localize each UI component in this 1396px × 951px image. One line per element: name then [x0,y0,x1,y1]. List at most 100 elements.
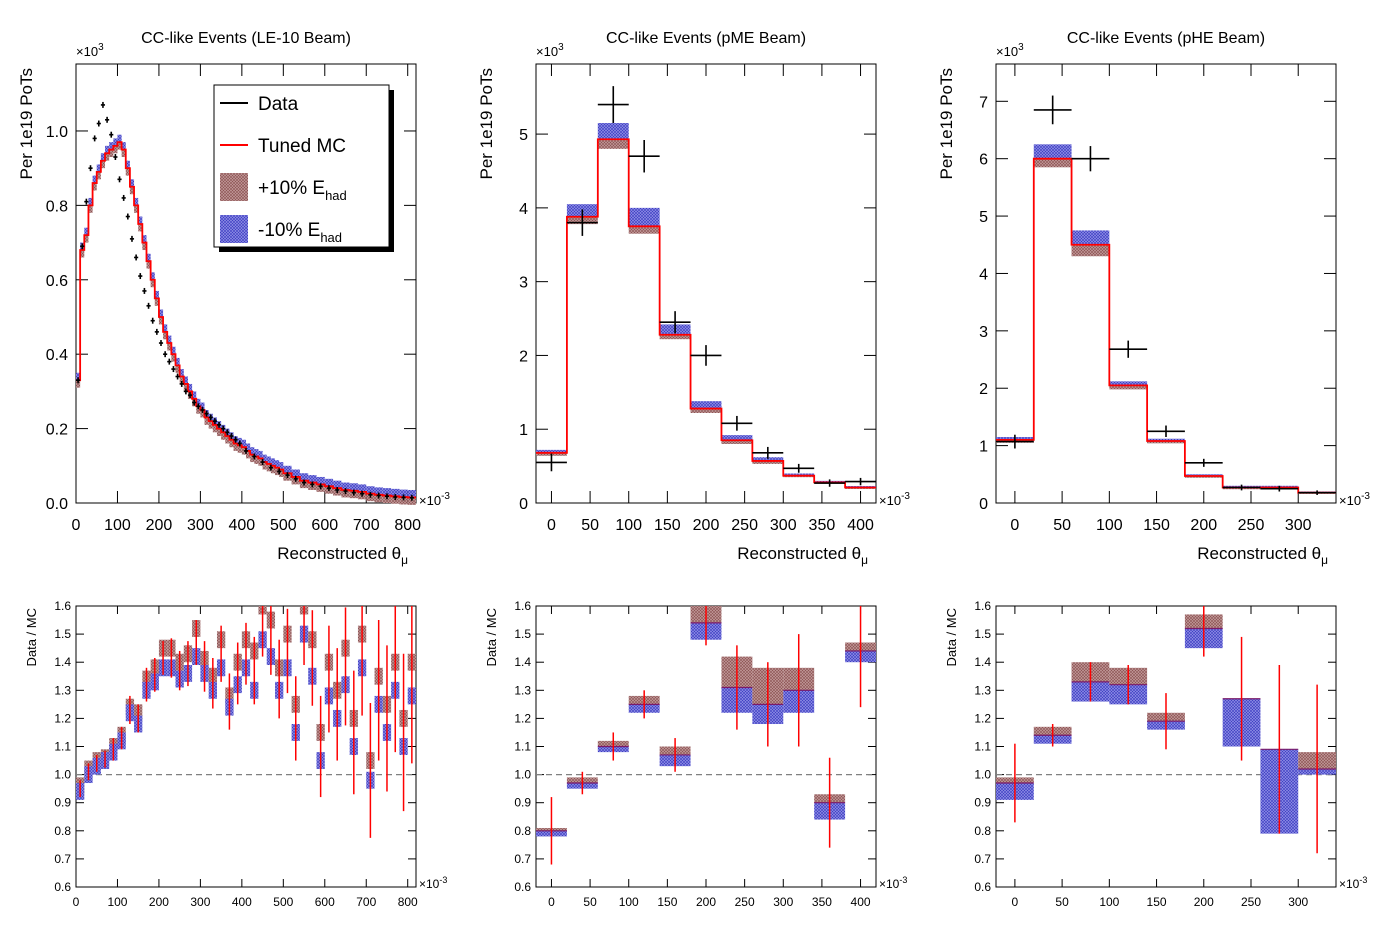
band-minus [258,450,263,459]
y-axis-label: Per 1e19 PoTs [17,68,36,180]
band-minus [308,475,317,483]
ratio-x-tick-label: 50 [1055,895,1069,909]
x-tick-label: 50 [1053,517,1071,534]
band-minus [324,478,334,487]
ratio-y-tick-label: 1.3 [54,683,71,697]
x-tick-label: 300 [187,517,214,534]
band-minus [357,484,367,492]
y-multiplier-exp: 3 [558,42,564,53]
ratio-x-tick-label: 0 [1012,895,1019,909]
band-minus [175,357,180,366]
band-minus [154,290,159,299]
ratio-y-tick-label: 1.6 [974,599,991,613]
ratio-y-tick-label: 0.9 [974,796,991,810]
band-minus [399,489,408,498]
ratio-y-tick-label: 1.3 [514,683,531,697]
band-minus [134,197,139,206]
x-tick-label: 500 [270,517,297,534]
mc-series-line [536,138,876,489]
band-plus [628,226,660,234]
x-tick-label: 600 [311,517,338,534]
band-minus [374,487,383,495]
band-minus [316,476,325,485]
band-plus [262,462,267,470]
band-plus [200,409,205,418]
band-plus [659,334,691,340]
band-minus [250,447,255,455]
ratio-y-label: Data / MC [24,608,39,667]
band-plus [1147,441,1185,444]
band-plus [1033,158,1072,168]
ratio-x-tick-label: 100 [619,895,639,909]
band-plus [134,205,139,213]
ratio-y-tick-label: 1.5 [974,627,991,641]
y-tick-label: 0.8 [46,198,68,215]
band-plus [175,365,180,373]
band-plus [138,223,143,232]
band-minus [129,179,135,187]
ratio-y-tick-label: 1.6 [54,599,71,613]
band-minus [1109,381,1148,386]
ratio-x-multiplier: ×10-3 [419,875,447,891]
band-plus [270,465,276,474]
plot-frame [75,63,417,504]
band-minus [536,449,567,453]
ratio-y-tick-label: 1.1 [514,740,531,754]
x-multiplier-base: ×10 [879,493,901,508]
x-tick-label: 200 [693,517,720,534]
ratio-y-tick-label: 1.6 [514,599,531,613]
band-plus [117,142,122,150]
ratio-y-tick-label: 1.1 [974,740,991,754]
band-plus [196,406,201,414]
ratio-y-tick-label: 1.4 [974,655,991,669]
band-plus [171,354,176,362]
band-minus [158,309,164,317]
y-axis-label: Per 1e19 PoTs [477,68,496,180]
x-tick-label: 100 [104,517,131,534]
x-multiplier-exp: -3 [1361,491,1370,502]
band-minus [1147,438,1185,442]
legend-label: Tuned MC [258,136,346,157]
band-minus [163,324,168,332]
chart-title: CC-like Events (pHE Beam) [1067,30,1265,47]
x-axis-label-main: Reconstructed θ [737,544,861,563]
band-plus [407,497,416,505]
x-tick-label: 400 [847,517,874,534]
band-minus [96,164,101,172]
x-tick-label: 250 [1238,517,1265,534]
ratio-x-tick-label: 200 [1194,895,1214,909]
ratio-x-multiplier-exp: -3 [899,875,907,885]
y-tick-label: 2 [979,381,988,398]
band-minus [196,398,201,407]
band-plus [100,160,106,169]
band-plus [204,417,209,425]
band-plus [233,443,238,451]
band-minus [721,435,753,441]
band-minus [100,153,106,161]
band-minus [391,488,400,497]
band-minus [382,488,392,496]
band-minus [341,482,350,490]
ratio-y-tick-label: 1.5 [514,627,531,641]
x-axis-label-main: Reconstructed θ [1197,544,1321,563]
ratio-x-tick-label: 200 [696,895,716,909]
band-plus [179,376,184,384]
x-tick-label: 0 [72,517,81,534]
band-minus [349,483,358,491]
x-tick-label: 300 [1285,517,1312,534]
legend-label-sub: had [320,230,342,245]
band-plus [105,153,110,161]
x-multiplier: ×10-3 [879,491,910,508]
y-tick-label: 0 [979,496,988,513]
band-plus [221,432,226,440]
legend-label-main: -10% E [258,220,320,241]
band-minus [275,460,280,468]
ratio-x-tick-label: 500 [273,895,293,909]
x-tick-label: 200 [146,517,173,534]
ratio-x-tick-label: 400 [232,895,252,909]
ratio-x-tick-label: 350 [812,895,832,909]
